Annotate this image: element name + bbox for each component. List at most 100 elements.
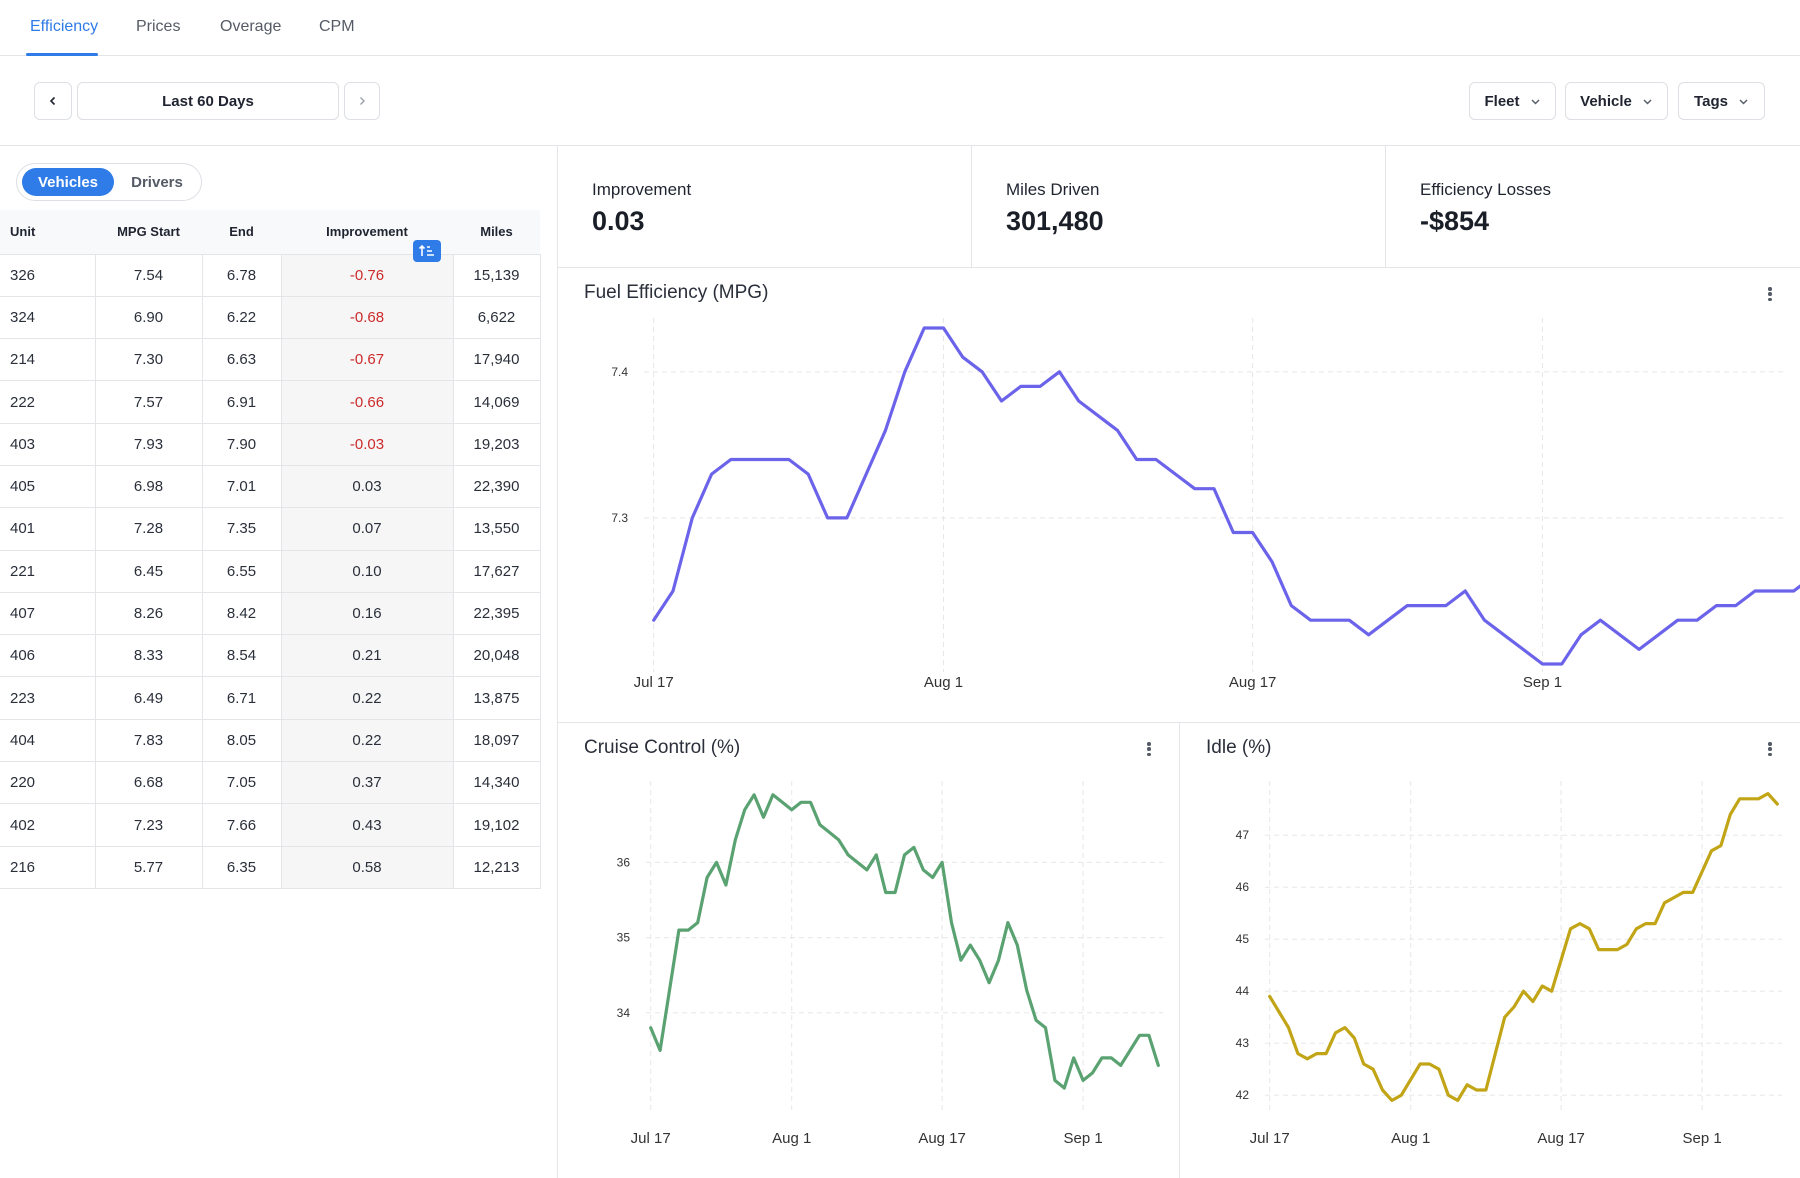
- table-row[interactable]: 406 8.33 8.54 0.21 20,048: [0, 634, 541, 678]
- idle-chart: 42 43 44 45 46 47 Jul 17 Aug 1 Aug 17 Sep 1: [1236, 781, 1782, 1147]
- table-row[interactable]: 221 6.45 6.55 0.10 17,627: [0, 550, 541, 593]
- cell-mpg-start: 7.28: [95, 507, 203, 551]
- cell-miles: 22,390: [453, 465, 541, 509]
- cell-improvement: 0.03: [281, 465, 454, 509]
- cell-unit: 222: [0, 380, 96, 424]
- toggle-vehicles[interactable]: Vehicles: [22, 168, 114, 196]
- vehicle-filter-dropdown[interactable]: Vehicle: [1565, 82, 1668, 120]
- kpi-value: 301,480: [1006, 206, 1104, 236]
- cell-unit: 221: [0, 550, 96, 593]
- cell-mpg-start: 6.68: [95, 761, 203, 805]
- kebab-menu-icon[interactable]: [1762, 284, 1778, 304]
- tab-prices[interactable]: Prices: [136, 18, 181, 35]
- y-tick-label: 47: [1236, 828, 1250, 842]
- sort-ascending-icon[interactable]: [413, 240, 441, 262]
- cell-improvement: 0.16: [281, 592, 454, 636]
- cell-miles: 18,097: [453, 719, 541, 763]
- idle-panel: Idle (%) 42 43 44 45 46 47 Jul 17 Aug 1 Aug 17 Se…: [1180, 723, 1800, 1178]
- cell-mpg-start: 6.98: [95, 465, 203, 509]
- column-header-unit[interactable]: Unit: [0, 210, 95, 255]
- x-tick-label: Aug 17: [1537, 1130, 1585, 1147]
- x-tick-label: Sep 1: [1063, 1130, 1102, 1147]
- cell-unit: 326: [0, 254, 96, 297]
- cell-mpg-start: 6.90: [95, 296, 203, 340]
- fuel-efficiency-panel: Fuel Efficiency (MPG) 7.3 7.4 Jul 17 Aug 1 A…: [558, 268, 1800, 723]
- cell-end: 7.05: [202, 761, 282, 805]
- cruise-control-chart: 34 35 36 Jul 17 Aug 1 Aug 17 Sep 1: [617, 781, 1163, 1147]
- kpi-miles-driven: Miles Driven 301,480: [972, 146, 1386, 268]
- cell-end: 7.35: [202, 507, 282, 551]
- x-tick-label: Jul 17: [1250, 1130, 1290, 1147]
- kpi-label: Miles Driven: [1006, 180, 1100, 199]
- cell-unit: 216: [0, 846, 96, 889]
- x-tick-label: Aug 1: [924, 674, 963, 691]
- table-row[interactable]: 404 7.83 8.05 0.22 18,097: [0, 719, 541, 763]
- chart-title: Fuel Efficiency (MPG): [584, 282, 769, 303]
- cell-mpg-start: 7.23: [95, 803, 203, 847]
- cell-mpg-start: 7.93: [95, 423, 203, 466]
- table-row[interactable]: 402 7.23 7.66 0.43 19,102: [0, 803, 541, 847]
- tab-cpm[interactable]: CPM: [319, 18, 355, 35]
- cell-end: 6.63: [202, 338, 282, 382]
- chart-title: Idle (%): [1206, 737, 1272, 758]
- table-row[interactable]: 401 7.28 7.35 0.07 13,550: [0, 507, 541, 551]
- table-row[interactable]: 222 7.57 6.91 -0.66 14,069: [0, 380, 541, 424]
- toolbar: Last 60 Days Fleet Vehicle Tags: [0, 56, 1800, 146]
- y-tick-label: 46: [1236, 880, 1250, 894]
- table-row[interactable]: 216 5.77 6.35 0.58 12,213: [0, 846, 541, 889]
- cell-miles: 13,875: [453, 676, 541, 720]
- cell-unit: 324: [0, 296, 96, 340]
- column-header-miles[interactable]: Miles: [453, 210, 540, 255]
- table-row[interactable]: 407 8.26 8.42 0.16 22,395: [0, 592, 541, 636]
- toggle-drivers[interactable]: Drivers: [131, 173, 183, 191]
- tags-filter-label: Tags: [1694, 92, 1728, 110]
- x-tick-label: Aug 17: [918, 1130, 966, 1147]
- table-row[interactable]: 326 7.54 6.78 -0.76 15,139: [0, 254, 541, 297]
- kpi-efficiency-losses: Efficiency Losses -$854: [1386, 146, 1800, 268]
- cell-unit: 402: [0, 803, 96, 847]
- next-range-button[interactable]: [344, 82, 380, 120]
- series-line: [652, 326, 1800, 666]
- table-row[interactable]: 324 6.90 6.22 -0.68 6,622: [0, 296, 541, 340]
- kebab-menu-icon[interactable]: [1762, 739, 1778, 759]
- kebab-menu-icon[interactable]: [1141, 739, 1157, 759]
- cell-unit: 220: [0, 761, 96, 805]
- cell-improvement: -0.68: [281, 296, 454, 340]
- cell-improvement: 0.37: [281, 761, 454, 805]
- tags-filter-dropdown[interactable]: Tags: [1678, 82, 1765, 120]
- date-range-button[interactable]: Last 60 Days: [77, 82, 339, 120]
- cell-end: 8.05: [202, 719, 282, 763]
- x-tick-label: Aug 17: [1229, 674, 1277, 691]
- cell-miles: 20,048: [453, 634, 541, 678]
- previous-range-button[interactable]: [34, 82, 72, 120]
- series-line: [649, 793, 1160, 1090]
- table-row[interactable]: 405 6.98 7.01 0.03 22,390: [0, 465, 541, 509]
- fleet-filter-dropdown[interactable]: Fleet: [1469, 82, 1556, 120]
- table-row[interactable]: 403 7.93 7.90 -0.03 19,203: [0, 423, 541, 466]
- table-row[interactable]: 220 6.68 7.05 0.37 14,340: [0, 761, 541, 805]
- column-header-mpg-start[interactable]: MPG Start: [95, 210, 202, 255]
- cell-unit: 404: [0, 719, 96, 763]
- cell-end: 7.66: [202, 803, 282, 847]
- cell-end: 6.55: [202, 550, 282, 593]
- y-tick-label: 36: [617, 855, 631, 869]
- cell-mpg-start: 6.49: [95, 676, 203, 720]
- cell-end: 6.91: [202, 380, 282, 424]
- cell-mpg-start: 5.77: [95, 846, 203, 889]
- cell-end: 6.78: [202, 254, 282, 297]
- cell-mpg-start: 7.30: [95, 338, 203, 382]
- cell-improvement: 0.07: [281, 507, 454, 551]
- table-row[interactable]: 223 6.49 6.71 0.22 13,875: [0, 676, 541, 720]
- series-line: [1268, 791, 1779, 1102]
- y-tick-label: 44: [1236, 984, 1250, 998]
- column-header-end[interactable]: End: [202, 210, 281, 255]
- kpi-value: 0.03: [592, 206, 645, 236]
- cell-mpg-start: 7.54: [95, 254, 203, 297]
- kpi-label: Improvement: [592, 180, 692, 199]
- tab-overage[interactable]: Overage: [220, 18, 282, 35]
- tab-efficiency[interactable]: Efficiency: [30, 18, 99, 35]
- column-header-improvement[interactable]: Improvement: [281, 210, 453, 262]
- table-row[interactable]: 214 7.30 6.63 -0.67 17,940: [0, 338, 541, 382]
- chevron-right-icon: [360, 97, 365, 105]
- chart-title: Cruise Control (%): [584, 737, 741, 758]
